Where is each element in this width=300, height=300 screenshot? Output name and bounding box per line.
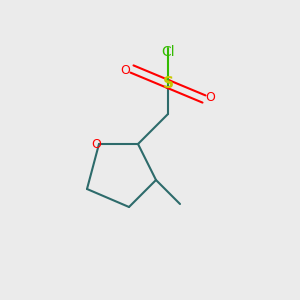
Text: S: S <box>163 76 173 92</box>
Text: Cl: Cl <box>161 46 175 59</box>
Text: O: O <box>206 91 215 104</box>
Text: O: O <box>91 137 101 151</box>
Text: O: O <box>121 64 130 77</box>
